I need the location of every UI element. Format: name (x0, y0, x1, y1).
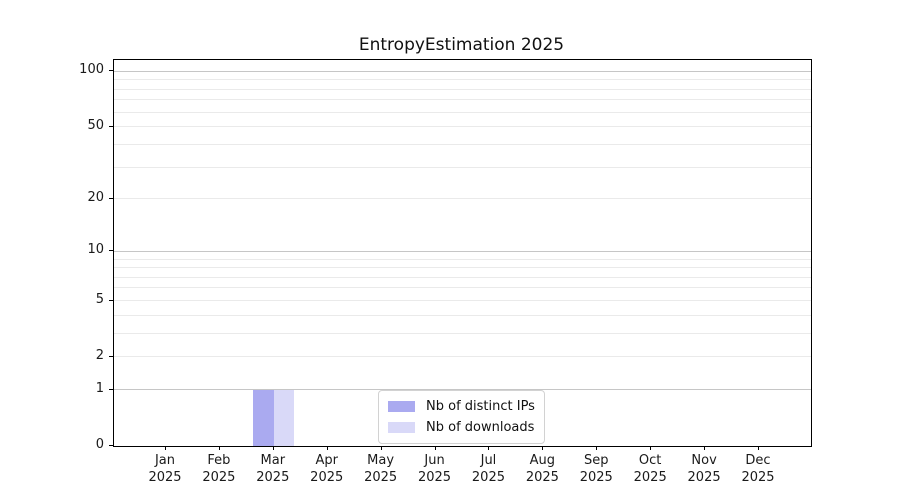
gridline-major (114, 70, 811, 72)
y-tick (109, 388, 113, 390)
gridline-major (114, 389, 811, 391)
x-tick (758, 446, 759, 450)
x-tick-label: Dec 2025 (741, 453, 775, 485)
gridline-minor (114, 99, 811, 101)
y-tick (109, 250, 113, 252)
bar-downloads (273, 389, 295, 446)
gridline-minor (114, 88, 811, 90)
gridline-minor (114, 287, 811, 289)
x-tick (650, 446, 652, 450)
bar-distinct-ips (253, 389, 274, 446)
gridline-minor (114, 332, 811, 334)
x-tick-label: Oct 2025 (633, 453, 667, 485)
y-tick-label: 1 (95, 380, 104, 396)
y-tick-label: 10 (87, 242, 104, 258)
x-tick-label: Aug 2025 (525, 453, 559, 485)
x-tick (165, 446, 166, 450)
gridline-minor (114, 143, 811, 145)
x-tick (326, 446, 328, 450)
y-tick (109, 197, 113, 199)
y-tick (109, 299, 113, 301)
x-tick (542, 446, 544, 450)
gridline-minor (114, 314, 811, 316)
y-tick-label: 20 (87, 189, 104, 205)
gridline-minor (114, 300, 811, 301)
legend-label-downloads: Nb of downloads (426, 420, 535, 435)
x-tick-label: May 2025 (364, 453, 398, 485)
legend-swatch-distinct-ips-icon (388, 401, 415, 412)
x-tick-label: Apr 2025 (310, 453, 344, 485)
x-tick-label: Nov 2025 (687, 453, 721, 485)
legend: Nb of distinct IPs Nb of downloads (378, 390, 545, 444)
legend-item-downloads: Nb of downloads (388, 419, 535, 436)
gridline-minor (114, 267, 811, 269)
x-tick (272, 446, 274, 450)
gridline-minor (114, 111, 811, 113)
y-tick-label: 2 (95, 347, 104, 363)
gridline-minor (114, 79, 811, 81)
plot-area (113, 59, 812, 447)
y-tick (109, 70, 113, 72)
x-tick (380, 446, 382, 450)
legend-label-distinct-ips: Nb of distinct IPs (426, 399, 535, 414)
x-tick (218, 446, 220, 450)
gridline-minor (114, 166, 811, 168)
gridline-minor (114, 276, 811, 278)
x-tick-label: Jul 2025 (471, 453, 505, 485)
y-tick-label: 5 (95, 291, 104, 307)
x-tick-label: Jan 2025 (148, 453, 182, 485)
x-tick-label: Jun 2025 (417, 453, 452, 485)
y-tick (109, 125, 113, 127)
x-tick (434, 446, 436, 450)
y-tick-label: 50 (87, 117, 104, 133)
x-tick-label: Sep 2025 (579, 453, 613, 485)
x-tick-label: Feb 2025 (202, 453, 236, 485)
x-tick (704, 446, 706, 450)
gridline-major (114, 250, 811, 252)
y-tick (109, 355, 113, 357)
gridline-minor (114, 126, 811, 128)
gridline-minor (114, 258, 811, 260)
y-tick-label: 100 (79, 62, 104, 78)
chart-title: EntropyEstimation 2025 (358, 35, 565, 55)
legend-swatch-downloads-icon (388, 422, 415, 433)
gridline-minor (114, 356, 811, 358)
gridline-minor (114, 198, 811, 200)
x-tick (488, 446, 490, 450)
x-tick-label: Mar 2025 (256, 453, 290, 485)
x-tick (596, 446, 598, 450)
y-tick-label: 0 (95, 437, 104, 452)
legend-item-distinct-ips: Nb of distinct IPs (388, 398, 535, 415)
y-tick (109, 445, 113, 446)
